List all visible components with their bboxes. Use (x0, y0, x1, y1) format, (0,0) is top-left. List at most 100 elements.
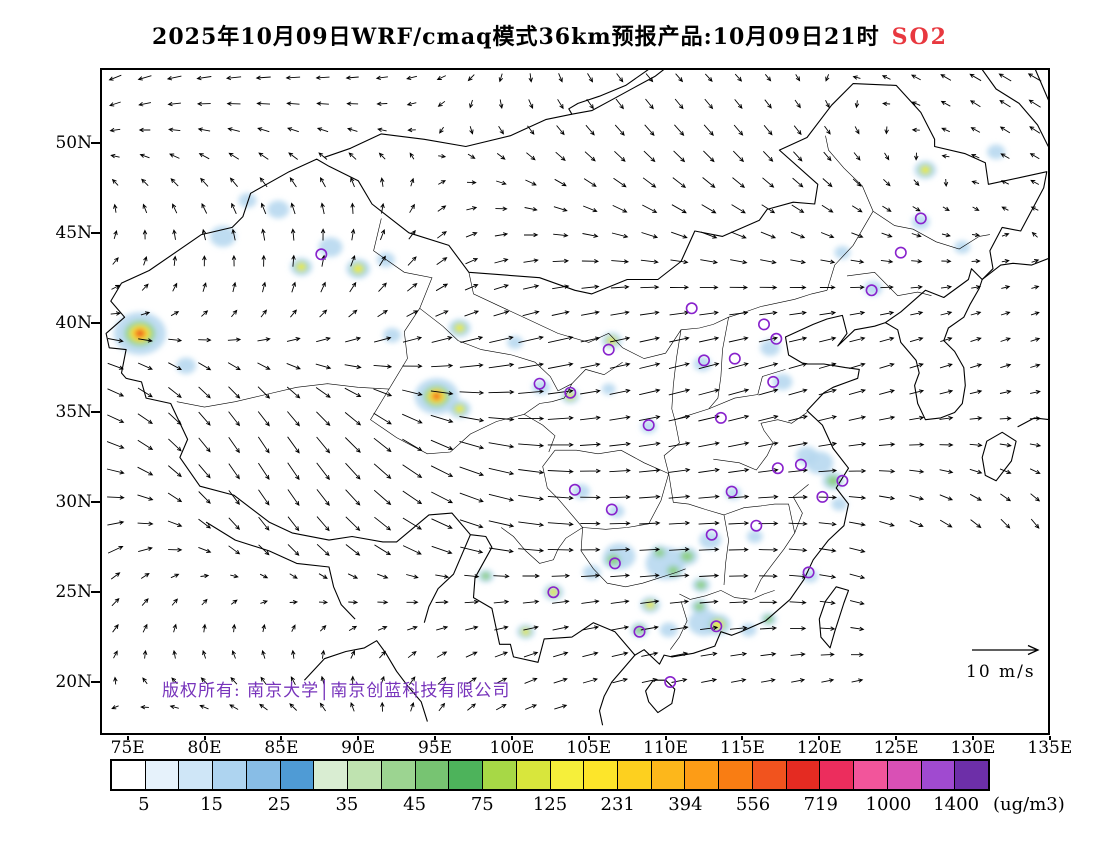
colorbar-tick-label: 25 (267, 794, 291, 815)
city-marker (605, 503, 618, 516)
colorbar-cell (618, 761, 652, 789)
lon-tick-label: 120E (796, 738, 842, 758)
city-marker (894, 246, 907, 259)
lat-tick-mark (91, 141, 100, 144)
city-marker (794, 458, 807, 471)
lon-tick-mark (203, 736, 206, 740)
lat-tick-mark (91, 681, 100, 684)
lon-tick-label: 95E (418, 738, 453, 758)
lon-tick-mark (510, 736, 513, 740)
city-marker (771, 462, 784, 475)
colorbar-tick-label: 719 (803, 794, 838, 815)
so2-concentration-layer (113, 144, 1006, 640)
city-marker (633, 625, 646, 638)
colorbar-cell (685, 761, 720, 789)
city-marker (608, 557, 621, 570)
colorbar-cell (280, 761, 315, 789)
lat-tick-label: 20N (55, 672, 92, 693)
lon-tick-label: 85E (264, 738, 299, 758)
colorbar-cell (213, 761, 247, 789)
lon-tick-label: 80E (187, 738, 222, 758)
city-marker (568, 483, 581, 496)
colorbar-cell (550, 761, 585, 789)
city-marker (315, 248, 328, 261)
lon-tick-mark (741, 736, 744, 740)
colorbar-cell (415, 761, 450, 789)
city-marker (714, 411, 727, 424)
city-marker (664, 675, 677, 688)
colorbar-cell (246, 761, 281, 789)
colorbar-cell (112, 761, 146, 789)
city-marker (728, 352, 741, 365)
colorbar-cell (921, 761, 956, 789)
city-marker (564, 386, 577, 399)
lon-tick-mark (1048, 736, 1051, 740)
colorbar-cell (752, 761, 787, 789)
lat-tick-mark (91, 321, 100, 324)
lon-tick-label: 130E (950, 738, 996, 758)
city-marker (710, 620, 723, 633)
lon-tick-mark (280, 736, 283, 740)
colorbar-cell (786, 761, 821, 789)
city-marker (602, 343, 615, 356)
city-marker (757, 318, 770, 331)
colorbar-cell (651, 761, 686, 789)
colorbar-tick-label: 394 (668, 794, 703, 815)
city-marker (697, 354, 710, 367)
colorbar-cell (820, 761, 855, 789)
lat-tick-mark (91, 591, 100, 594)
colorbar-tick-label: 45 (403, 794, 427, 815)
colorbar-cell (381, 761, 416, 789)
map-frame: 10 m/s 版权所有: 南京大学│南京创蓝科技有限公司 (100, 67, 1051, 735)
lon-tick-mark (818, 736, 821, 740)
city-marker (705, 528, 718, 541)
colorbar-tick-label: 5 (138, 794, 150, 815)
city-marker (750, 519, 763, 532)
city-marker (547, 586, 560, 599)
wind-vector-layer (106, 73, 1042, 712)
city-marker (816, 490, 829, 503)
colorbar-cell (719, 761, 753, 789)
wind-scale: 10 m/s (966, 644, 1040, 682)
colorbar-tick-label: 35 (335, 794, 359, 815)
wind-scale-arrow (972, 644, 1040, 656)
lon-tick-mark (126, 736, 129, 740)
city-marker (767, 375, 780, 388)
lon-tick-label: 90E (341, 738, 376, 758)
city-marker-layer (315, 212, 927, 688)
lon-tick-label: 105E (566, 738, 612, 758)
lat-tick-mark (91, 231, 100, 234)
lon-tick-mark (434, 736, 437, 740)
colorbar-cell (887, 761, 922, 789)
city-marker (836, 474, 849, 487)
colorbar-tick-label: 1400 (933, 794, 980, 815)
colorbar-tick-label: 231 (600, 794, 635, 815)
city-marker (914, 212, 927, 225)
species-label: SO2 (891, 24, 948, 50)
title-text: 2025年10月09日WRF/cmaq模式36km预报产品:10月09日21时 (152, 24, 880, 50)
lat-tick-label: 45N (55, 222, 92, 243)
lat-tick-label: 40N (55, 312, 92, 333)
page-title: 2025年10月09日WRF/cmaq模式36km预报产品:10月09日21时 S… (0, 19, 1100, 51)
colorbar-cell (516, 761, 551, 789)
city-marker (770, 332, 783, 345)
lon-tick-mark (664, 736, 667, 740)
lat-tick-label: 35N (55, 402, 92, 423)
colorbar-cell (483, 761, 517, 789)
lon-tick-mark (587, 736, 590, 740)
city-marker (533, 377, 546, 390)
lon-tick-label: 115E (720, 738, 765, 758)
lon-tick-label: 125E (873, 738, 919, 758)
colorbar-cell (145, 761, 180, 789)
colorbar-cell (314, 761, 349, 789)
lon-tick-label: 100E (489, 738, 535, 758)
lat-tick-mark (91, 411, 100, 414)
map-layers (105, 67, 1051, 726)
city-marker (725, 485, 738, 498)
colorbar-cell (449, 761, 484, 789)
colorbar (110, 759, 990, 791)
colorbar-cell (179, 761, 214, 789)
lon-tick-mark (357, 736, 360, 740)
lon-tick-label: 75E (110, 738, 145, 758)
copyright-text: 版权所有: 南京大学│南京创蓝科技有限公司 (162, 681, 511, 701)
